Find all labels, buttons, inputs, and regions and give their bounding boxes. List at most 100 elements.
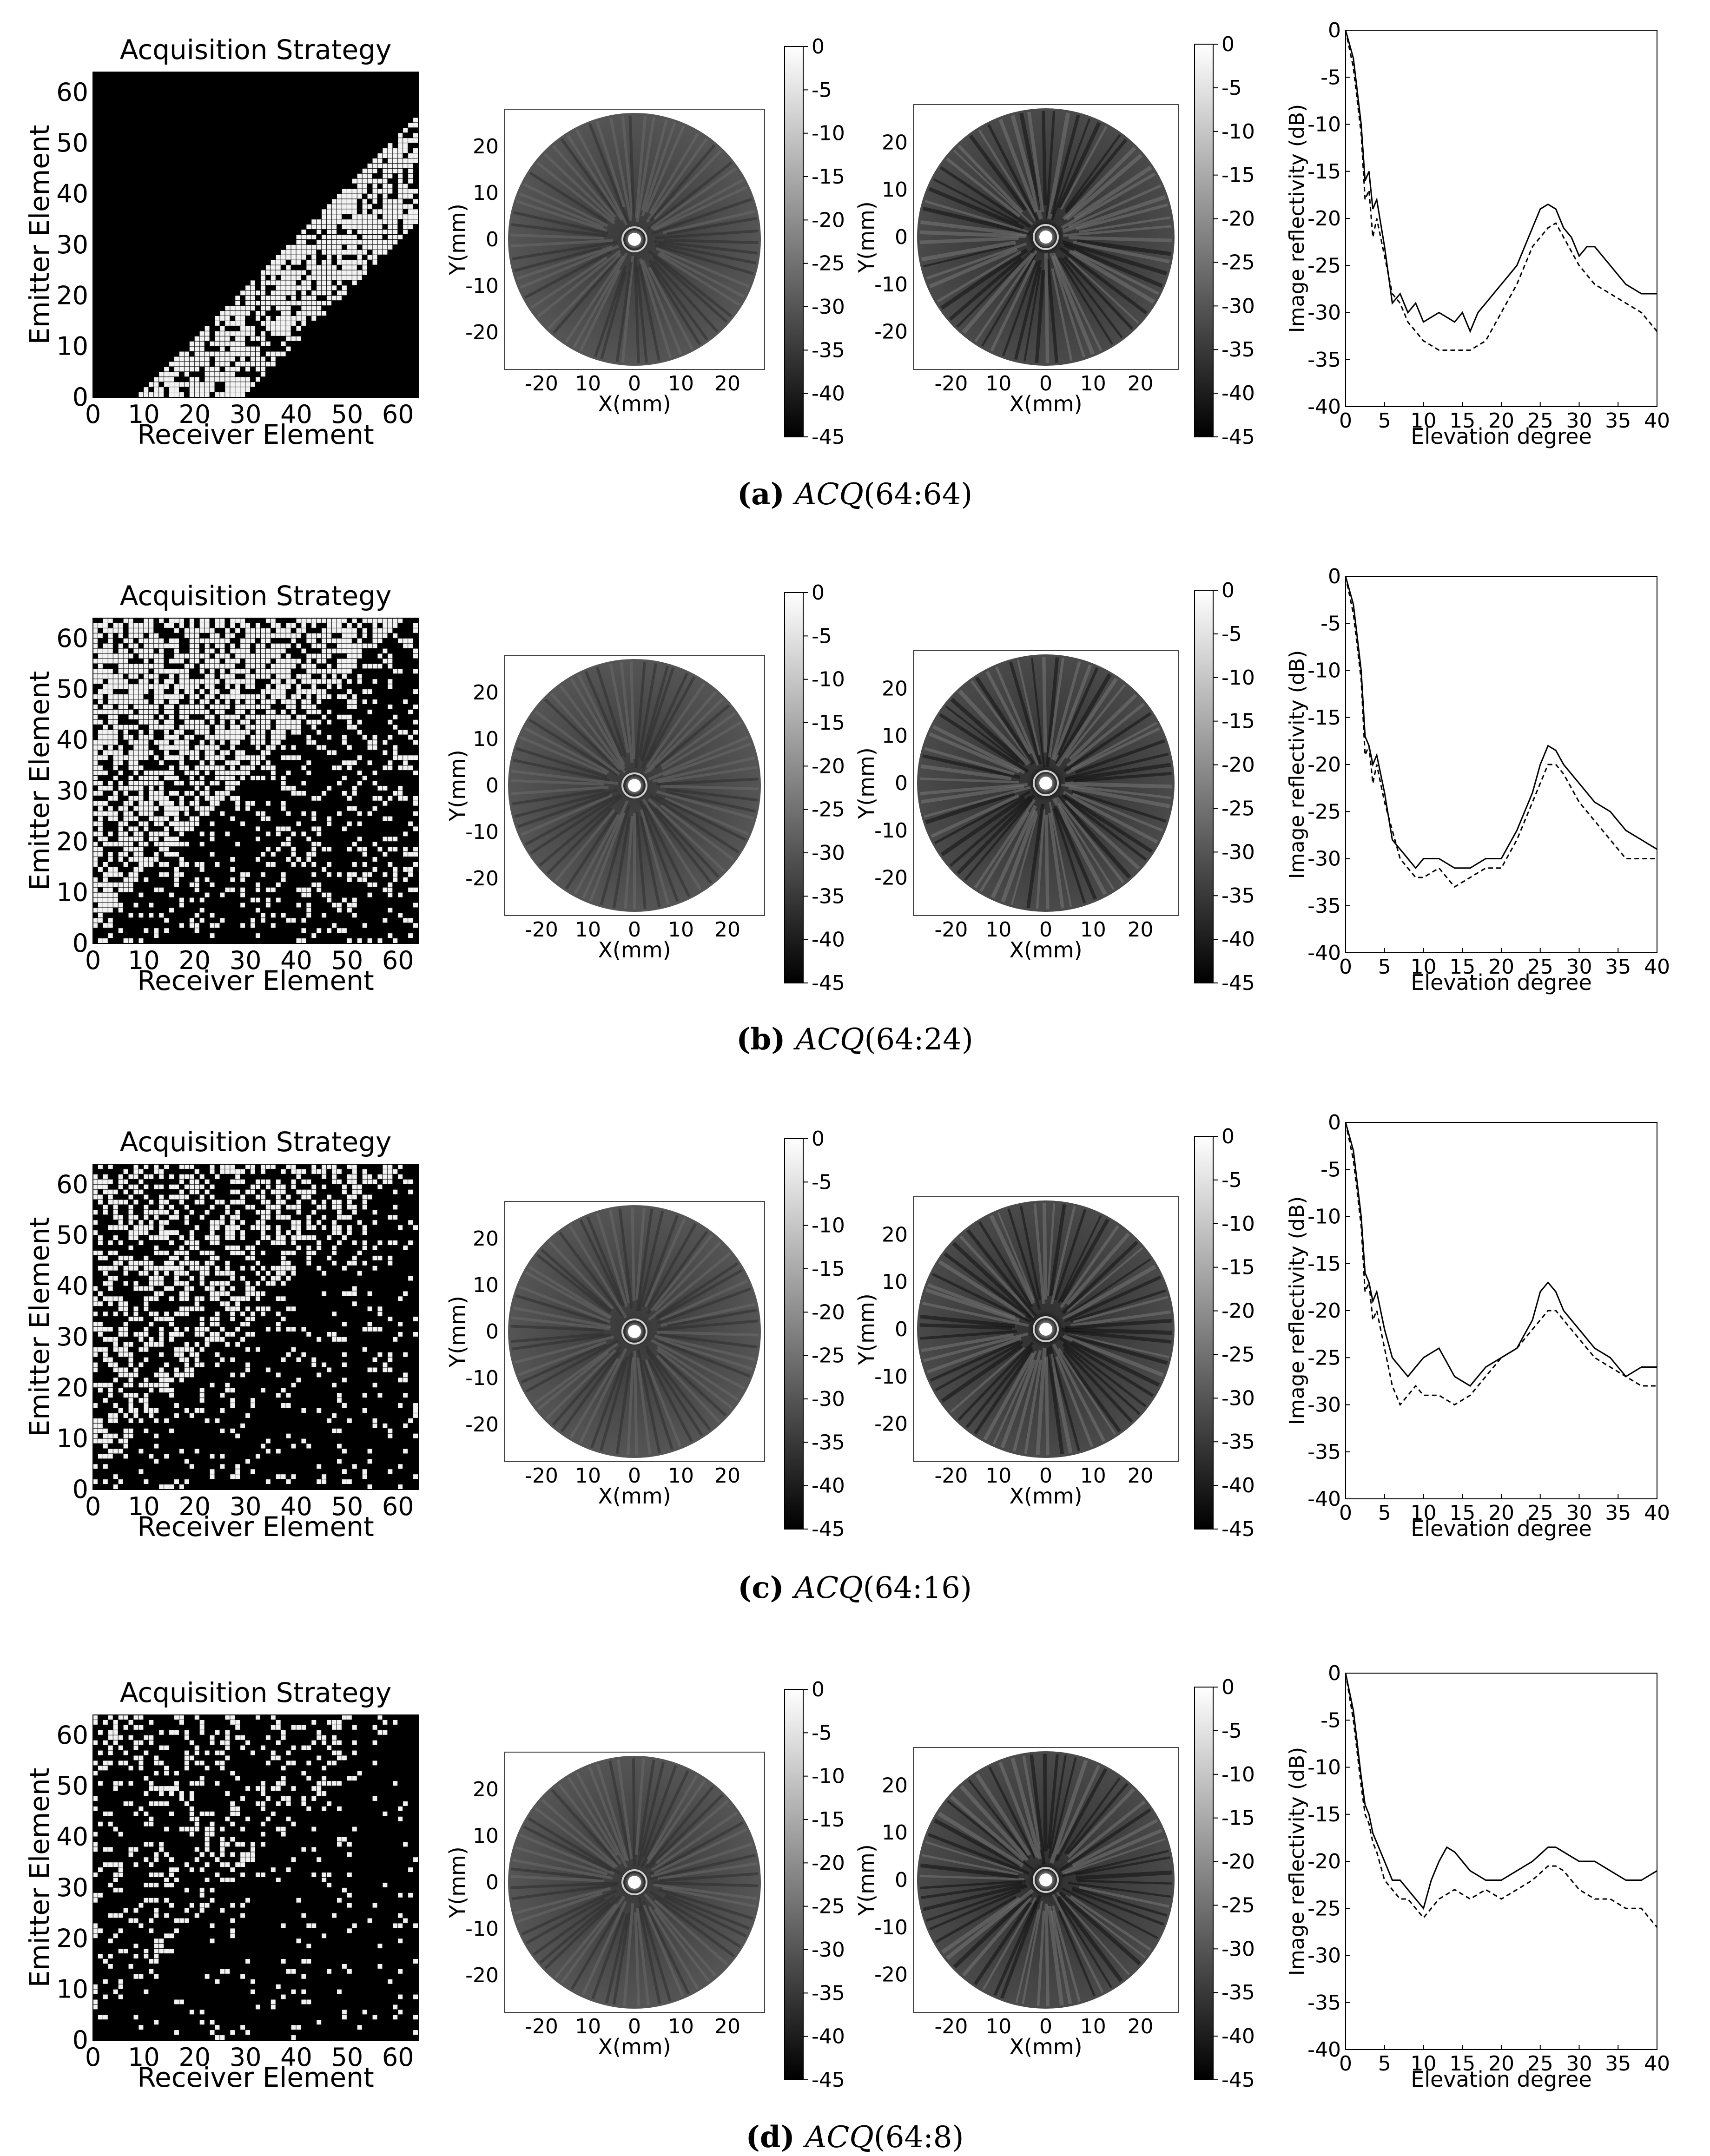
acq-cell: [113, 1225, 118, 1230]
acq-cell: [240, 326, 245, 331]
acq-cell: [311, 740, 317, 745]
acq-cell: [118, 1372, 123, 1378]
acq-cell: [327, 618, 332, 623]
acq-cell: [113, 1449, 118, 1454]
image-streak: [520, 736, 608, 775]
acq-cell: [230, 321, 235, 326]
acq-cell: [220, 1847, 225, 1852]
acq-cell: [322, 239, 327, 244]
image-streak: [653, 150, 722, 220]
acq-cell: [281, 1474, 286, 1479]
acq-ytick: 10: [56, 878, 88, 907]
acq-cell: [179, 1291, 184, 1296]
image-streak: [957, 145, 1023, 213]
acq-cell: [210, 2020, 215, 2025]
acq-cell: [235, 1842, 240, 1847]
image-streak: [1036, 1347, 1047, 1456]
acq-cell: [98, 755, 103, 760]
acq-cell: [291, 336, 296, 341]
acq-cell: [210, 372, 215, 377]
acq-cell: [281, 1735, 286, 1740]
acq-cell: [342, 1266, 347, 1271]
acq-cell: [154, 1444, 159, 1449]
acq-ytick: 50: [56, 128, 88, 158]
acq-cell: [235, 301, 240, 306]
acq-cell: [144, 1403, 149, 1408]
acq-cell: [93, 1367, 98, 1372]
acq-cell: [327, 1164, 332, 1169]
acq-cell: [342, 224, 347, 230]
acq-cell: [128, 1720, 133, 1725]
image-streak: [983, 1352, 1035, 1441]
acq-cell: [154, 1944, 159, 1949]
acq-ytick: 20: [56, 1373, 88, 1402]
acq-cell: [347, 699, 352, 704]
acq-cell: [256, 628, 260, 633]
acq-cell: [220, 1220, 225, 1225]
acq-cell: [133, 704, 139, 709]
acq-cell: [317, 1266, 322, 1271]
acq-cell: [123, 699, 128, 704]
image-streak: [534, 710, 621, 776]
acq-cell: [311, 1184, 317, 1189]
acq-cell: [154, 791, 159, 796]
acq-cell: [154, 1418, 159, 1423]
acq-cell: [413, 1433, 418, 1438]
acq-cell: [103, 1720, 108, 1725]
acq-cell: [260, 714, 265, 719]
acq-cell: [322, 633, 327, 638]
acq-cell: [291, 679, 296, 684]
acq-cell: [337, 1179, 342, 1184]
acq-cell: [235, 771, 240, 776]
acq-cell: [388, 735, 393, 740]
acq-cell: [408, 219, 413, 224]
acq-cell: [194, 346, 199, 351]
acq-cell: [337, 1750, 342, 1755]
acq-cell: [306, 1189, 311, 1194]
image-streak: [990, 259, 1036, 352]
acq-cell: [311, 311, 317, 316]
acq-cell: [306, 306, 311, 311]
acq-cell: [174, 1878, 179, 1882]
acq-cell: [220, 316, 225, 321]
acq-cell: [362, 1408, 367, 1413]
image-streak: [638, 1210, 664, 1312]
acq-cell: [342, 897, 347, 903]
acq-cell: [388, 235, 393, 239]
acq-cell: [118, 643, 123, 648]
acq-cell: [271, 664, 276, 669]
acq-cell: [337, 694, 342, 699]
acq-cell: [184, 1730, 189, 1735]
acq-cell: [194, 801, 199, 806]
image-streak: [1033, 1203, 1045, 1304]
acq-cell: [281, 842, 286, 847]
profile-xtick: 10: [1411, 409, 1437, 433]
acq-cell: [199, 709, 205, 714]
acq-cell: [139, 2025, 144, 2030]
acq-cell: [159, 913, 164, 918]
acq-cell: [215, 331, 220, 336]
acq-cell: [342, 1184, 347, 1189]
image-streak: [536, 161, 615, 225]
acq-cell: [327, 260, 332, 265]
acq-cell: [210, 1832, 215, 1837]
acq-cell: [210, 387, 215, 392]
acq-cell: [342, 791, 347, 796]
acq-cell: [322, 1474, 327, 1479]
acq-cell: [189, 1352, 194, 1357]
acq-cell: [189, 1347, 194, 1352]
acq-cell: [383, 628, 388, 633]
image-ytick: -10: [874, 273, 908, 297]
acq-cell: [286, 255, 291, 260]
acq-cell: [372, 699, 377, 704]
acq-cell: [174, 755, 179, 760]
acq-cell: [205, 659, 210, 664]
acq-cell: [133, 781, 139, 785]
acq-cell: [184, 351, 189, 356]
acq-cell: [133, 633, 139, 638]
acq-cell: [133, 1174, 139, 1179]
acq-cell: [154, 1235, 159, 1240]
image-streak: [1050, 252, 1086, 358]
image-streak: [635, 812, 647, 909]
acq-cell: [296, 326, 301, 331]
